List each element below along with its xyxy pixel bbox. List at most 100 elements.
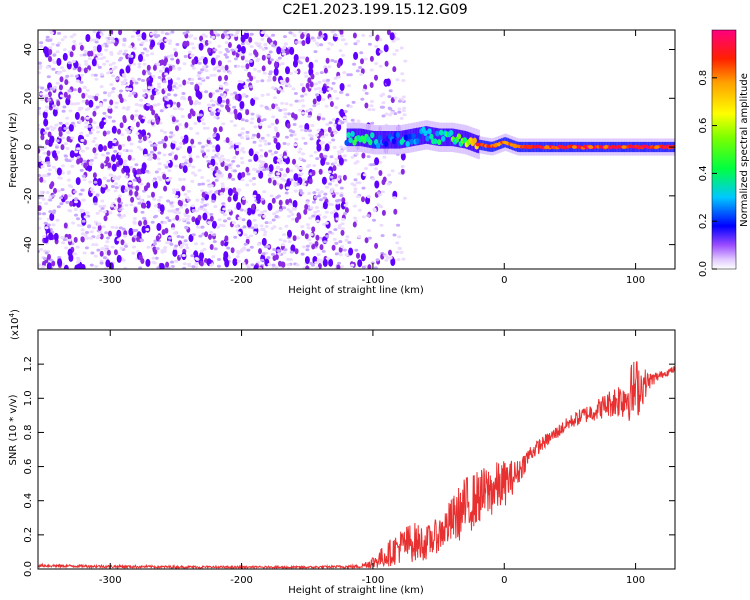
heatmap-cell bbox=[102, 210, 107, 214]
heatmap-cell bbox=[307, 129, 312, 133]
heatmap-cell bbox=[301, 136, 306, 140]
heatmap-cell bbox=[215, 152, 220, 156]
heatmap-cell bbox=[213, 31, 218, 35]
heatmap-cell bbox=[307, 192, 312, 195]
heatmap-cell bbox=[197, 71, 202, 75]
heatmap-cell bbox=[340, 229, 345, 236]
heatmap-cell bbox=[89, 236, 93, 240]
heatmap-cell bbox=[306, 226, 311, 230]
heatmap-cell bbox=[369, 82, 374, 88]
heatmap-cell bbox=[309, 154, 314, 158]
heatmap-cell bbox=[435, 130, 440, 137]
heatmap-cell bbox=[207, 47, 212, 54]
heatmap-cell bbox=[195, 89, 201, 98]
heatmap-cell bbox=[89, 158, 94, 162]
heatmap-cell bbox=[360, 97, 365, 101]
heatmap-cell bbox=[122, 148, 127, 152]
heatmap-cell bbox=[70, 121, 75, 125]
heatmap-cell bbox=[128, 181, 133, 185]
heatmap-cell bbox=[275, 118, 279, 125]
heatmap-cell bbox=[87, 124, 92, 128]
heatmap-cell bbox=[307, 77, 312, 84]
heatmap-cell bbox=[228, 71, 233, 75]
heatmap-cell bbox=[273, 126, 278, 130]
heatmap-cell bbox=[134, 113, 139, 117]
heatmap-cell bbox=[63, 35, 68, 39]
heatmap-cell bbox=[143, 47, 147, 51]
heatmap-cell bbox=[303, 31, 308, 35]
heatmap-cell bbox=[374, 157, 380, 166]
heatmap-cell bbox=[344, 238, 349, 242]
heatmap-cell bbox=[330, 30, 335, 34]
heatmap-cell bbox=[201, 33, 206, 37]
heatmap-cell bbox=[38, 226, 42, 230]
heatmap-cell bbox=[73, 252, 77, 256]
heatmap-cell bbox=[138, 133, 143, 140]
x-tick-label: -300 bbox=[99, 275, 122, 286]
heatmap-cell bbox=[130, 126, 135, 130]
heatmap-cell bbox=[73, 207, 78, 211]
heatmap-cell bbox=[128, 87, 133, 91]
heatmap-cell bbox=[78, 120, 83, 123]
heatmap-cell bbox=[286, 263, 291, 267]
heatmap-cell bbox=[174, 51, 178, 58]
heatmap-cell bbox=[132, 221, 137, 225]
heatmap-cell bbox=[272, 248, 277, 251]
heatmap-cell bbox=[207, 40, 212, 44]
heatmap-cell bbox=[81, 198, 85, 202]
heatmap-cell bbox=[236, 44, 242, 53]
heatmap-cell bbox=[46, 164, 51, 168]
y-tick-label: 0.2 bbox=[23, 527, 34, 543]
heatmap-cell bbox=[127, 154, 132, 161]
heatmap-cell bbox=[208, 164, 213, 168]
heatmap-cell bbox=[191, 171, 195, 175]
heatmap-cell bbox=[185, 40, 190, 47]
heatmap-cell bbox=[225, 55, 229, 59]
heatmap-cell bbox=[164, 32, 169, 36]
heatmap-cell bbox=[181, 218, 186, 222]
heatmap-cell bbox=[131, 185, 136, 189]
heatmap-cell bbox=[346, 132, 351, 138]
heatmap-cell bbox=[274, 265, 279, 269]
heatmap-cell bbox=[230, 247, 235, 254]
heatmap-cell bbox=[377, 134, 383, 141]
heatmap-cell bbox=[106, 71, 110, 75]
heatmap-cell bbox=[196, 225, 200, 229]
heatmap-cell bbox=[271, 86, 276, 90]
heatmap-cell bbox=[254, 151, 259, 155]
heatmap-cell bbox=[93, 180, 98, 184]
heatmap-cell bbox=[362, 88, 366, 92]
heatmap-cell bbox=[210, 158, 216, 167]
heatmap-cell bbox=[185, 217, 190, 221]
heatmap-cell bbox=[654, 145, 660, 149]
heatmap-cell bbox=[113, 249, 118, 256]
heatmap-cell bbox=[255, 79, 260, 83]
heatmap-cell bbox=[91, 190, 96, 194]
heatmap-cell bbox=[183, 239, 188, 243]
colorbar-tick-label: 0.2 bbox=[698, 213, 709, 229]
snr-x-axis-label: Height of straight line (km) bbox=[288, 585, 424, 596]
heatmap-cell bbox=[164, 135, 168, 142]
heatmap-cell bbox=[82, 178, 87, 182]
heatmap-cell bbox=[343, 119, 348, 123]
heatmap-cell bbox=[53, 85, 57, 89]
heatmap-cell bbox=[209, 111, 214, 115]
heatmap-cell bbox=[369, 68, 374, 72]
heatmap-cell bbox=[63, 194, 68, 200]
heatmap-cell bbox=[117, 197, 122, 204]
heatmap-cell bbox=[330, 59, 335, 62]
heatmap-cell bbox=[52, 61, 57, 65]
heatmap-cell bbox=[47, 168, 52, 172]
heatmap-cell bbox=[150, 94, 155, 101]
heatmap-cell bbox=[101, 225, 106, 229]
heatmap-cell bbox=[63, 127, 68, 130]
heatmap-cell bbox=[76, 217, 80, 221]
heatmap-cell bbox=[262, 190, 267, 194]
heatmap-cell bbox=[267, 263, 272, 266]
heatmap-cell bbox=[282, 46, 287, 50]
heatmap-cell bbox=[264, 221, 269, 225]
heatmap-cell bbox=[335, 199, 339, 203]
heatmap-cell bbox=[212, 73, 217, 77]
heatmap-cell bbox=[395, 241, 400, 245]
heatmap-cell bbox=[221, 224, 226, 228]
